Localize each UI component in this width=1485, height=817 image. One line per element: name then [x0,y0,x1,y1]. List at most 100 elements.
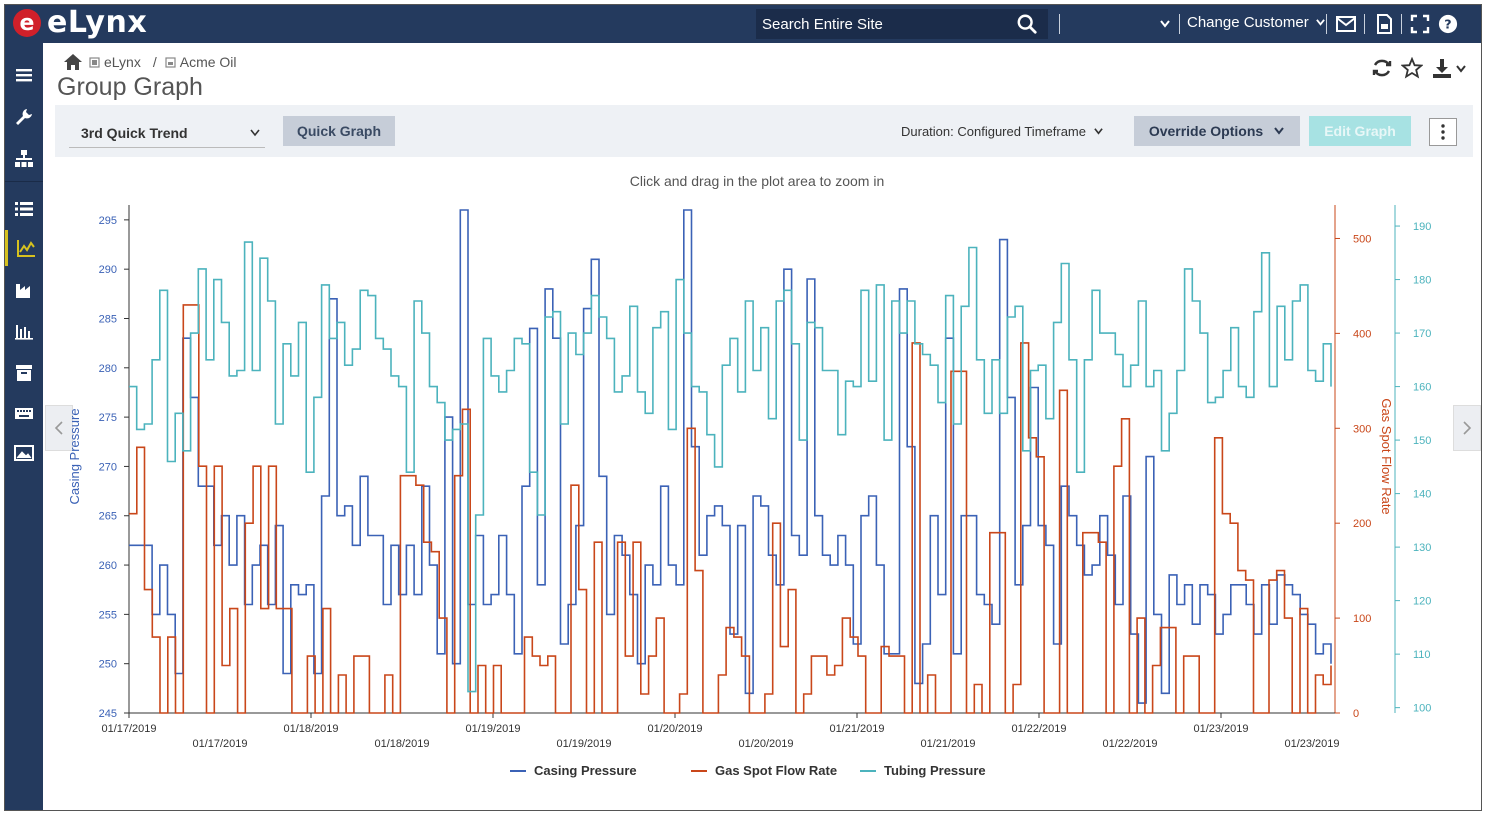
y-tick-label: 255 [99,609,117,621]
image-icon [14,445,34,461]
archive-icon [16,365,32,381]
topbar-divider [1059,14,1060,34]
legend-item-casing-pressure[interactable]: Casing Pressure [510,763,637,778]
next-period-button[interactable] [1453,405,1481,451]
home-icon[interactable] [63,53,83,71]
logo[interactable]: e eLynx [13,5,148,40]
x-tick-label: 01/23/2019 [1193,723,1248,735]
search-input[interactable] [756,15,1006,33]
refresh-icon[interactable] [1371,57,1393,79]
legend-swatch [691,769,707,772]
breadcrumb-item-acme-oil[interactable]: Acme Oil [179,54,237,70]
edit-graph-button[interactable]: Edit Graph [1309,116,1411,146]
star-icon[interactable] [1401,57,1423,79]
topbar-divider [1401,14,1402,34]
sidebar-item-images[interactable] [5,435,43,471]
y-axis-label: Gas Spot Flow Rate [1379,398,1394,514]
breadcrumb-item-elynx[interactable]: eLynx [104,54,141,70]
legend-item-gas-spot-flow-rate[interactable]: Gas Spot Flow Rate [691,763,837,778]
fullscreen-icon[interactable] [1409,14,1431,34]
x-tick-label: 01/17/2019 [101,723,156,735]
y-tick-label: 100 [1413,703,1431,715]
sidebar-item-keyboard[interactable] [5,395,43,431]
more-options-button[interactable] [1429,118,1457,146]
chevron-down-icon [1093,128,1103,135]
series-line-tubing-pressure[interactable] [129,241,1332,693]
legend-swatch [510,769,526,772]
trend-select[interactable]: 3rd Quick Trend [69,118,265,148]
chevron-right-icon [1463,421,1472,435]
legend-swatch [860,769,876,772]
app-window: e eLynx Change Customer [4,4,1482,811]
duration-select[interactable]: Duration: Configured Timeframe [901,124,1104,139]
y-tick-label: 160 [1413,382,1431,394]
y-tick-label: 180 [1413,275,1431,287]
previous-period-button[interactable] [45,405,73,451]
wrench-icon [16,109,32,125]
site-icon [89,56,100,68]
series-line-gas-spot-flow-rate[interactable] [129,304,1332,714]
duration-value: Configured Timeframe [957,124,1086,139]
y-tick-label: 260 [99,560,117,572]
change-customer-label: Change Customer [1187,14,1309,31]
override-options-label: Override Options [1148,123,1264,139]
sidebar-item-analytics[interactable] [5,313,43,349]
x-tick-label: 01/21/2019 [829,723,884,735]
sidebar-item-hierarchy[interactable] [5,141,43,177]
search-icon[interactable] [1016,13,1038,35]
quick-graph-button[interactable]: Quick Graph [283,116,395,146]
sidebar-item-archive[interactable] [5,355,43,391]
x-tick-label: 01/19/2019 [556,738,611,750]
x-tick-label: 01/18/2019 [374,738,429,750]
page-title: Group Graph [57,73,203,101]
y-axis-label: Casing Pressure [67,408,82,504]
y-tick-label: 190 [1413,221,1431,233]
sidebar-item-menu[interactable] [5,57,43,93]
customer-select[interactable] [1071,14,1171,34]
x-tick-label: 01/17/2019 [192,738,247,750]
y-tick-label: 0 [1353,708,1359,720]
document-icon[interactable] [1373,14,1395,34]
y-tick-label: 130 [1413,542,1431,554]
chevron-down-icon[interactable] [1455,57,1467,79]
series-line-casing-pressure[interactable] [129,209,1332,704]
chevron-down-icon [250,129,260,137]
sidebar-item-list[interactable] [5,191,43,227]
graph-toolbar: 3rd Quick Trend Quick Graph Duration: Co… [55,105,1473,157]
y-tick-label: 170 [1413,328,1431,340]
chart-plot-area[interactable] [129,209,1332,714]
logo-text: eLynx [47,5,148,40]
y-tick-label: 150 [1413,435,1431,447]
y-tick-label: 110 [1413,649,1431,661]
sidebar-item-tools[interactable] [5,99,43,135]
x-tick-label: 01/22/2019 [1011,723,1066,735]
breadcrumb-separator: / [152,54,157,70]
legend-item-tubing-pressure[interactable]: Tubing Pressure [860,763,986,778]
help-icon[interactable]: ? [1437,14,1459,34]
y-tick-label: 300 [1353,423,1371,435]
logo-badge: e [13,9,41,37]
x-tick-label: 01/19/2019 [465,723,520,735]
change-customer-menu[interactable]: Change Customer [1187,14,1326,31]
legend-label: Gas Spot Flow Rate [715,763,838,778]
bar-analytics-icon [15,325,33,340]
sidebar-item-graphs[interactable] [5,230,43,266]
search-box[interactable] [756,9,1048,39]
y-tick-label: 265 [99,511,117,523]
override-options-button[interactable]: Override Options [1134,116,1300,146]
x-tick-label: 01/20/2019 [647,723,702,735]
group-graph-chart[interactable]: Click and drag in the plot area to zoom … [45,160,1445,760]
y-tick-label: 275 [99,412,117,424]
y-tick-label: 200 [1353,518,1371,530]
y-tick-label: 290 [99,264,117,276]
download-icon[interactable] [1431,57,1453,79]
y-tick-label: 100 [1353,613,1371,625]
mail-icon[interactable] [1335,14,1357,34]
top-bar: e eLynx Change Customer [5,5,1481,43]
x-tick-label: 01/18/2019 [283,723,338,735]
legend-label: Tubing Pressure [884,763,986,778]
y-tick-label: 120 [1413,596,1431,608]
sidebar-item-production[interactable] [5,272,43,308]
chart-subtitle: Click and drag in the plot area to zoom … [630,173,884,189]
chevron-left-icon [54,421,63,435]
